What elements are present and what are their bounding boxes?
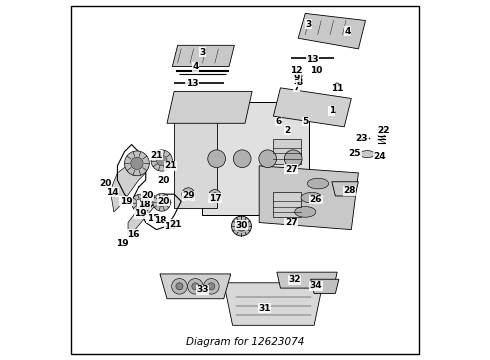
Polygon shape — [273, 88, 351, 127]
Text: 17: 17 — [209, 194, 221, 203]
Polygon shape — [332, 182, 358, 196]
Polygon shape — [311, 279, 339, 293]
Text: 12: 12 — [290, 66, 303, 75]
Circle shape — [132, 194, 149, 212]
Text: 18: 18 — [164, 221, 177, 230]
Circle shape — [335, 83, 339, 87]
Polygon shape — [110, 162, 146, 212]
Text: 3: 3 — [306, 19, 312, 28]
Text: 33: 33 — [196, 285, 209, 294]
Ellipse shape — [307, 178, 329, 189]
Text: 19: 19 — [117, 239, 129, 248]
Circle shape — [208, 283, 215, 290]
Polygon shape — [128, 194, 160, 237]
Circle shape — [259, 150, 276, 168]
Polygon shape — [224, 283, 323, 325]
Text: 20: 20 — [141, 192, 154, 201]
Text: 31: 31 — [258, 304, 271, 313]
Circle shape — [188, 279, 203, 294]
Circle shape — [208, 190, 221, 202]
Text: 10: 10 — [310, 66, 322, 75]
Circle shape — [157, 198, 166, 207]
Text: 19: 19 — [134, 209, 147, 218]
Text: 22: 22 — [377, 126, 390, 135]
Polygon shape — [298, 13, 366, 49]
Circle shape — [153, 193, 171, 211]
Text: 32: 32 — [289, 275, 301, 284]
Circle shape — [314, 67, 318, 72]
Text: 29: 29 — [182, 192, 195, 201]
Text: 4: 4 — [344, 27, 351, 36]
Text: 18: 18 — [138, 200, 150, 209]
Text: 20: 20 — [99, 179, 111, 188]
Text: 20: 20 — [157, 176, 170, 185]
Circle shape — [284, 150, 302, 168]
Circle shape — [124, 151, 149, 176]
Text: Diagram for 12623074: Diagram for 12623074 — [186, 337, 304, 347]
Ellipse shape — [360, 150, 374, 158]
Text: 27: 27 — [285, 218, 297, 227]
Text: 24: 24 — [373, 153, 386, 162]
Text: 1: 1 — [329, 107, 335, 116]
Polygon shape — [272, 192, 301, 217]
Circle shape — [131, 157, 143, 170]
Circle shape — [237, 221, 246, 231]
Circle shape — [233, 150, 251, 168]
Polygon shape — [174, 116, 217, 208]
Circle shape — [182, 188, 195, 201]
Circle shape — [156, 155, 167, 166]
Text: 6: 6 — [275, 117, 282, 126]
Circle shape — [212, 193, 218, 199]
Text: 27: 27 — [285, 165, 297, 174]
Ellipse shape — [294, 207, 316, 217]
Text: 21: 21 — [164, 161, 177, 170]
Polygon shape — [172, 45, 234, 67]
Circle shape — [151, 150, 172, 171]
Polygon shape — [259, 166, 358, 230]
Text: 7: 7 — [293, 83, 299, 92]
Text: 4: 4 — [192, 62, 198, 71]
Circle shape — [232, 216, 251, 236]
Text: 2: 2 — [284, 126, 291, 135]
Text: 28: 28 — [343, 186, 356, 195]
Circle shape — [208, 150, 225, 168]
Circle shape — [295, 79, 299, 84]
Text: 3: 3 — [199, 48, 206, 57]
Polygon shape — [277, 272, 337, 288]
Polygon shape — [160, 274, 231, 299]
Text: 18: 18 — [154, 216, 166, 225]
Ellipse shape — [301, 192, 322, 203]
Text: 20: 20 — [157, 197, 170, 206]
Circle shape — [203, 279, 219, 294]
Text: 13: 13 — [306, 55, 318, 64]
Text: 16: 16 — [127, 230, 140, 239]
Text: 34: 34 — [310, 281, 322, 290]
Text: 25: 25 — [348, 149, 361, 158]
Text: 23: 23 — [356, 134, 368, 143]
Text: 9: 9 — [294, 73, 300, 82]
Circle shape — [176, 283, 183, 290]
Text: 15: 15 — [147, 214, 159, 223]
Polygon shape — [202, 102, 309, 215]
Text: 11: 11 — [331, 84, 343, 93]
Text: 14: 14 — [106, 188, 119, 197]
Text: 26: 26 — [310, 195, 322, 204]
Circle shape — [294, 69, 298, 73]
Text: 30: 30 — [235, 221, 247, 230]
Circle shape — [298, 74, 302, 78]
Circle shape — [136, 199, 145, 207]
Text: 21: 21 — [170, 220, 182, 229]
Text: 19: 19 — [120, 197, 133, 206]
Circle shape — [192, 283, 199, 290]
Polygon shape — [272, 139, 301, 164]
Polygon shape — [167, 91, 252, 123]
Text: 8: 8 — [297, 78, 303, 87]
Text: 5: 5 — [302, 117, 308, 126]
Text: 21: 21 — [150, 151, 163, 160]
Circle shape — [172, 279, 187, 294]
Text: 13: 13 — [186, 79, 198, 88]
